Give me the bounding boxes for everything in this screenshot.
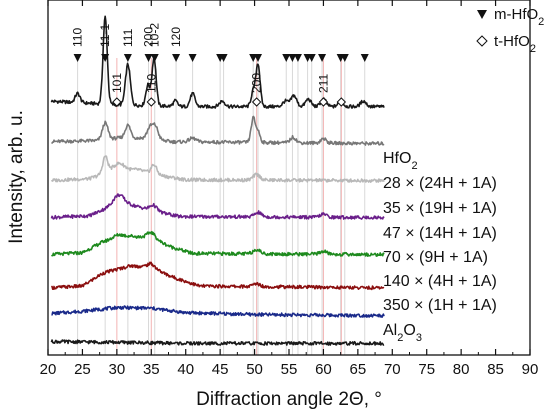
- m-hfo2-hkl-label: 120: [169, 27, 183, 47]
- legend: m-HfO2 t-HfO2: [476, 6, 544, 55]
- m-hfo2-marker: [340, 54, 349, 62]
- trace-0: [50, 15, 385, 109]
- trace-5: [50, 261, 385, 291]
- m-hfo2-marker: [318, 54, 327, 62]
- t-hfo2-marker: [146, 97, 156, 107]
- x-tick-label: 25: [74, 361, 91, 378]
- t-hfo2-hkl-label: 110: [144, 74, 158, 93]
- traces: [50, 15, 385, 346]
- m-hfo2-marker: [188, 54, 197, 62]
- t-hfo2-marker: [336, 97, 347, 107]
- trace-label: HfO2: [383, 150, 418, 172]
- x-tick-label: 70: [384, 361, 401, 378]
- x-tick-label: 45: [212, 361, 229, 378]
- m-hfo2-marker: [172, 54, 181, 62]
- t-hfo2-hkl-label: 211: [316, 74, 330, 93]
- trace-labels: HfO2 28 × (24H + 1A) 35 × (19H + 1A) 47 × (…: [383, 150, 497, 344]
- m-hfo2-marker: [73, 54, 82, 62]
- x-tick-label: 90: [522, 361, 539, 378]
- legend-label: t-HfO2: [494, 33, 536, 55]
- trace-6: [51, 305, 385, 318]
- m-hfo2-hkl-label: 11-1: [98, 24, 112, 47]
- trace-4: [51, 230, 385, 257]
- m-hfo2-marker: [123, 54, 132, 62]
- m-hfo2-marker: [282, 54, 291, 62]
- m-hfo2-marker: [288, 54, 297, 62]
- trace-label: 28 × (24H + 1A): [383, 175, 497, 192]
- legend-marker-m-hfo2: [477, 10, 487, 19]
- t-hfo2-marker: [318, 97, 329, 107]
- x-tick-label: 50: [246, 361, 263, 378]
- t-hfo2-hkl-label: 101: [110, 73, 124, 93]
- x-tick-label: 40: [177, 361, 194, 378]
- m-hfo2-hkl-label: 111: [121, 28, 135, 47]
- x-axis-ticks: 20 25 30 35 40 45 50 55 60 65 70 75 80 85 90: [40, 0, 539, 378]
- trace-label: 140 × (4H + 1A): [383, 273, 497, 290]
- t-hfo2-marker: [112, 97, 122, 107]
- m-hfo2-marker: [219, 54, 228, 62]
- m-hfo2-marker: [360, 54, 369, 62]
- trace-2: [50, 155, 385, 183]
- trace-label: 70 × (9H + 1A): [383, 249, 488, 266]
- x-tick-label: 85: [487, 361, 504, 378]
- trace-7: [50, 339, 385, 346]
- x-tick-label: 20: [40, 361, 57, 378]
- trace-label: Al2O3: [383, 322, 422, 344]
- x-axis-label: Diffraction angle 2Θ, °: [196, 389, 382, 410]
- x-tick-label: 30: [109, 361, 126, 378]
- t-hfo2-hkl-label: 200: [250, 73, 264, 93]
- trace-label: 35 × (19H + 1A): [383, 200, 497, 217]
- trace-1: [51, 115, 385, 146]
- m-hfo2-marker: [307, 54, 316, 62]
- trace-label: 350 × (1H + 1A): [383, 297, 497, 314]
- legend-marker-t-hfo2: [476, 35, 488, 47]
- trace-label: 47 × (14H + 1A): [383, 225, 497, 242]
- m-hfo2-marker: [254, 54, 263, 62]
- x-tick-label: 35: [143, 361, 160, 378]
- m-hfo2-hkl-label: 200: [142, 27, 156, 47]
- t-hfo2-marker: [251, 97, 262, 107]
- m-hfo2-marker: [150, 54, 159, 62]
- m-hfo2-hkl-label: 10-2: [148, 23, 162, 47]
- x-tick-label: 55: [281, 361, 298, 378]
- x-tick-label: 60: [315, 361, 332, 378]
- y-axis-label: Intensity, arb. u.: [6, 110, 27, 244]
- m-hfo2-marker: [293, 54, 302, 62]
- m-hfo2-hkl-label: 110: [71, 28, 85, 47]
- m-hfo2-marker: [144, 54, 153, 62]
- x-tick-label: 75: [418, 361, 435, 378]
- trace-3: [50, 193, 385, 220]
- m-hfo2-marker: [101, 54, 110, 62]
- x-tick-label: 80: [453, 361, 470, 378]
- x-tick-label: 65: [350, 361, 367, 378]
- legend-label: m-HfO2: [494, 6, 544, 28]
